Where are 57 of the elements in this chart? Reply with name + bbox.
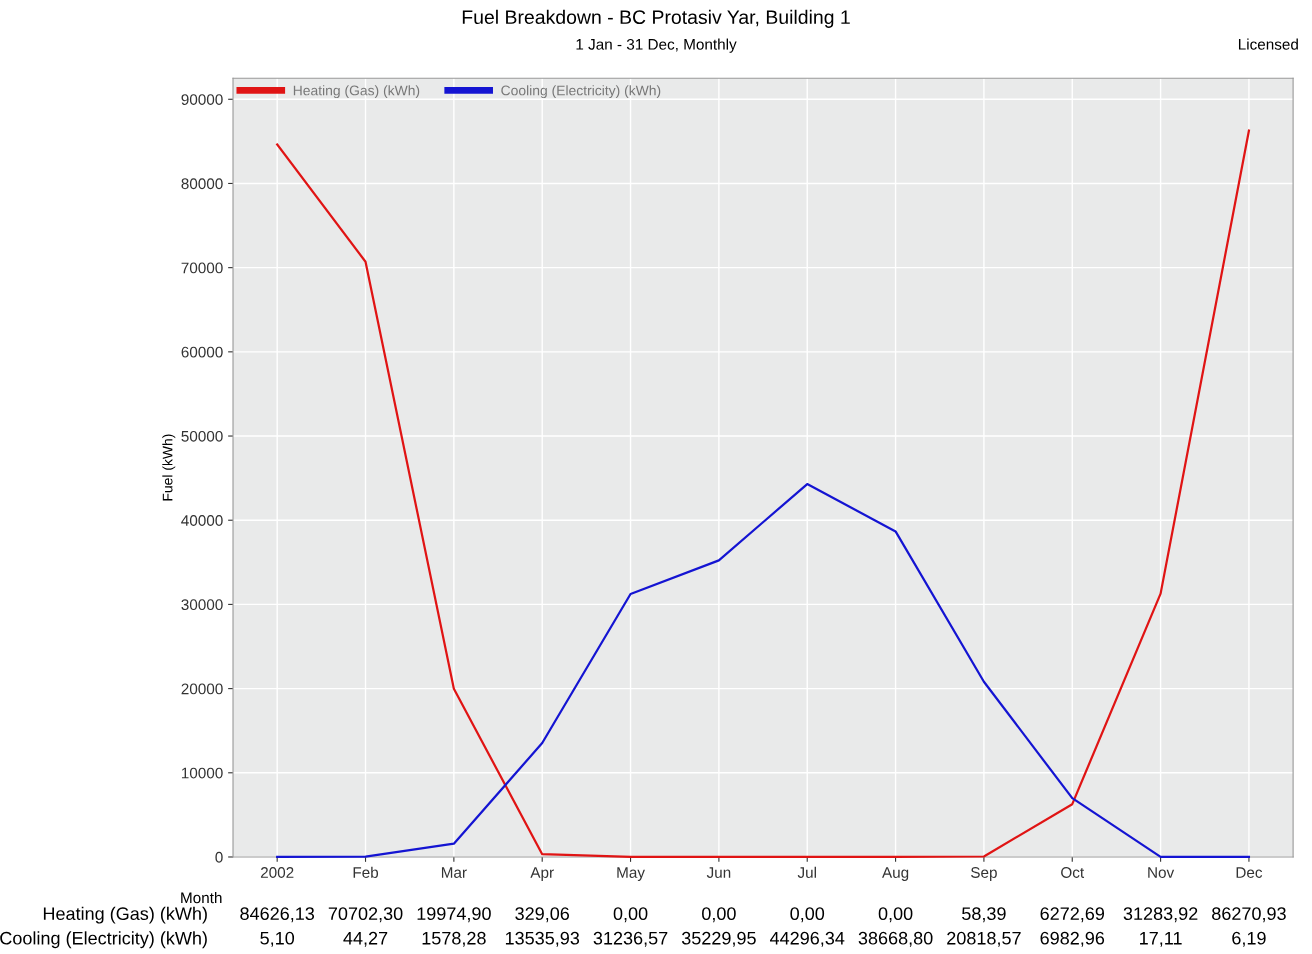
data-label: 31236,57 (593, 931, 668, 947)
data-label: 13535,93 (505, 931, 580, 947)
data-label: 84626,13 (240, 907, 315, 923)
y-axis-title: Fuel (kWh) (162, 434, 176, 501)
y-tick-label: 50000 (181, 430, 223, 442)
x-tick-label: Feb (353, 866, 379, 878)
x-tick-label: Nov (1148, 867, 1175, 878)
data-label: 17,11 (1140, 931, 1182, 947)
data-label: 31283,92 (1123, 907, 1198, 923)
y-tick-label: 20000 (181, 683, 223, 695)
data-label: 5,10 (260, 931, 295, 947)
x-tick-label: 2002 (260, 867, 294, 878)
data-label: 19974,90 (417, 907, 491, 923)
y-tick-label: 10000 (181, 767, 223, 779)
x-tick-label: Oct (1061, 867, 1085, 878)
x-tick-label: Aug (882, 867, 909, 881)
data-label: 0,00 (790, 907, 825, 923)
data-label: 329,06 (515, 907, 570, 923)
y-tick-label: 60000 (181, 346, 223, 358)
y-tick-label: 90000 (181, 94, 223, 105)
text: Licensed (1238, 38, 1298, 50)
line-series (276, 129, 1251, 859)
data-label: 35229,95 (681, 931, 756, 947)
data-label: 20818,57 (947, 931, 1021, 947)
x-tick-label: Sep (971, 867, 997, 881)
chart-subtitle: 1 Jan - 31 Dec, Monthly (576, 38, 737, 53)
x-tick-label: Jun (706, 867, 731, 878)
text: Cooling (Electricity) (kWh) (0, 931, 207, 949)
data-label: 0,00 (878, 907, 913, 923)
x-tick-label: Dec (1236, 867, 1263, 878)
x-tick-label: Jul (797, 866, 816, 878)
data-label: 6982,96 (1040, 931, 1105, 947)
x-axis-title: Month (181, 892, 222, 904)
line-series (276, 482, 1251, 859)
data-label: 38668,80 (858, 931, 933, 947)
data-label: 1578,28 (422, 931, 486, 947)
x-tick-label: Apr (530, 867, 554, 881)
y-tick-label: 40000 (181, 515, 223, 526)
x-tick-label: Mar (441, 867, 467, 878)
data-label: 0,00 (613, 907, 648, 923)
y-tick-label: 70000 (181, 262, 223, 274)
legend-label: Heating (Gas) (kWh) (293, 85, 420, 99)
legend-label: Cooling (Electricity) (kWh) (501, 85, 661, 99)
data-label: 0,00 (702, 907, 736, 923)
text: Heating (Gas) (kWh) (43, 906, 207, 924)
data-label: 6272,69 (1040, 907, 1105, 923)
data-label: 6,19 (1232, 931, 1266, 947)
data-label: 58,39 (962, 907, 1006, 923)
y-tick-label: 80000 (181, 178, 223, 190)
data-label: 44,27 (343, 931, 388, 947)
y-tick-label: 30000 (181, 599, 223, 611)
data-label: 70702,30 (328, 907, 403, 923)
data-label: 44296,34 (769, 931, 845, 947)
y-tick-label: 0 (215, 851, 223, 863)
x-tick-label: May (617, 867, 645, 881)
data-label: 86270,93 (1212, 907, 1286, 923)
chart-title: Fuel Breakdown - BC Protasiv Yar, Building 1 (462, 9, 850, 28)
